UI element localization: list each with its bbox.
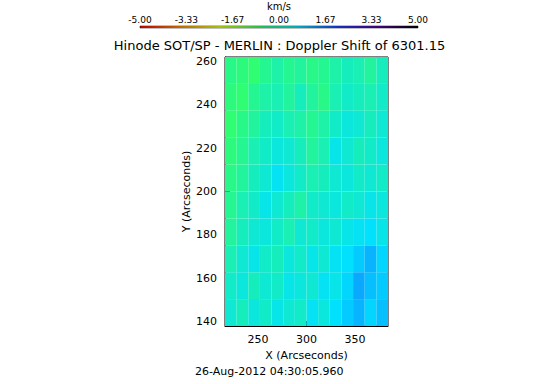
svg-text:350: 350 [345, 333, 366, 346]
svg-text:km/s: km/s [267, 1, 291, 12]
svg-text:Y (Arcseconds): Y (Arcseconds) [180, 151, 193, 234]
svg-text:140: 140 [196, 315, 217, 328]
svg-text:200: 200 [196, 185, 217, 198]
svg-text:250: 250 [247, 333, 268, 346]
svg-text:0.00: 0.00 [269, 15, 289, 25]
svg-text:X (Arcseconds): X (Arcseconds) [265, 349, 347, 362]
svg-text:-1.67: -1.67 [221, 15, 244, 25]
svg-text:260: 260 [196, 55, 217, 68]
svg-text:220: 220 [196, 142, 217, 155]
svg-text:240: 240 [196, 98, 217, 111]
svg-text:Hinode SOT/SP - MERLIN : Doppl: Hinode SOT/SP - MERLIN : Doppler Shift o… [114, 38, 445, 53]
svg-text:180: 180 [196, 228, 217, 241]
svg-text:-5.00: -5.00 [128, 15, 152, 25]
svg-text:5.00: 5.00 [408, 15, 428, 25]
svg-text:-3.33: -3.33 [175, 15, 198, 25]
svg-text:26-Aug-2012 04:30:05.960: 26-Aug-2012 04:30:05.960 [195, 365, 344, 378]
svg-text:160: 160 [196, 272, 217, 285]
svg-text:300: 300 [296, 333, 317, 346]
svg-text:3.33: 3.33 [362, 15, 382, 25]
svg-text:1.67: 1.67 [315, 15, 335, 25]
